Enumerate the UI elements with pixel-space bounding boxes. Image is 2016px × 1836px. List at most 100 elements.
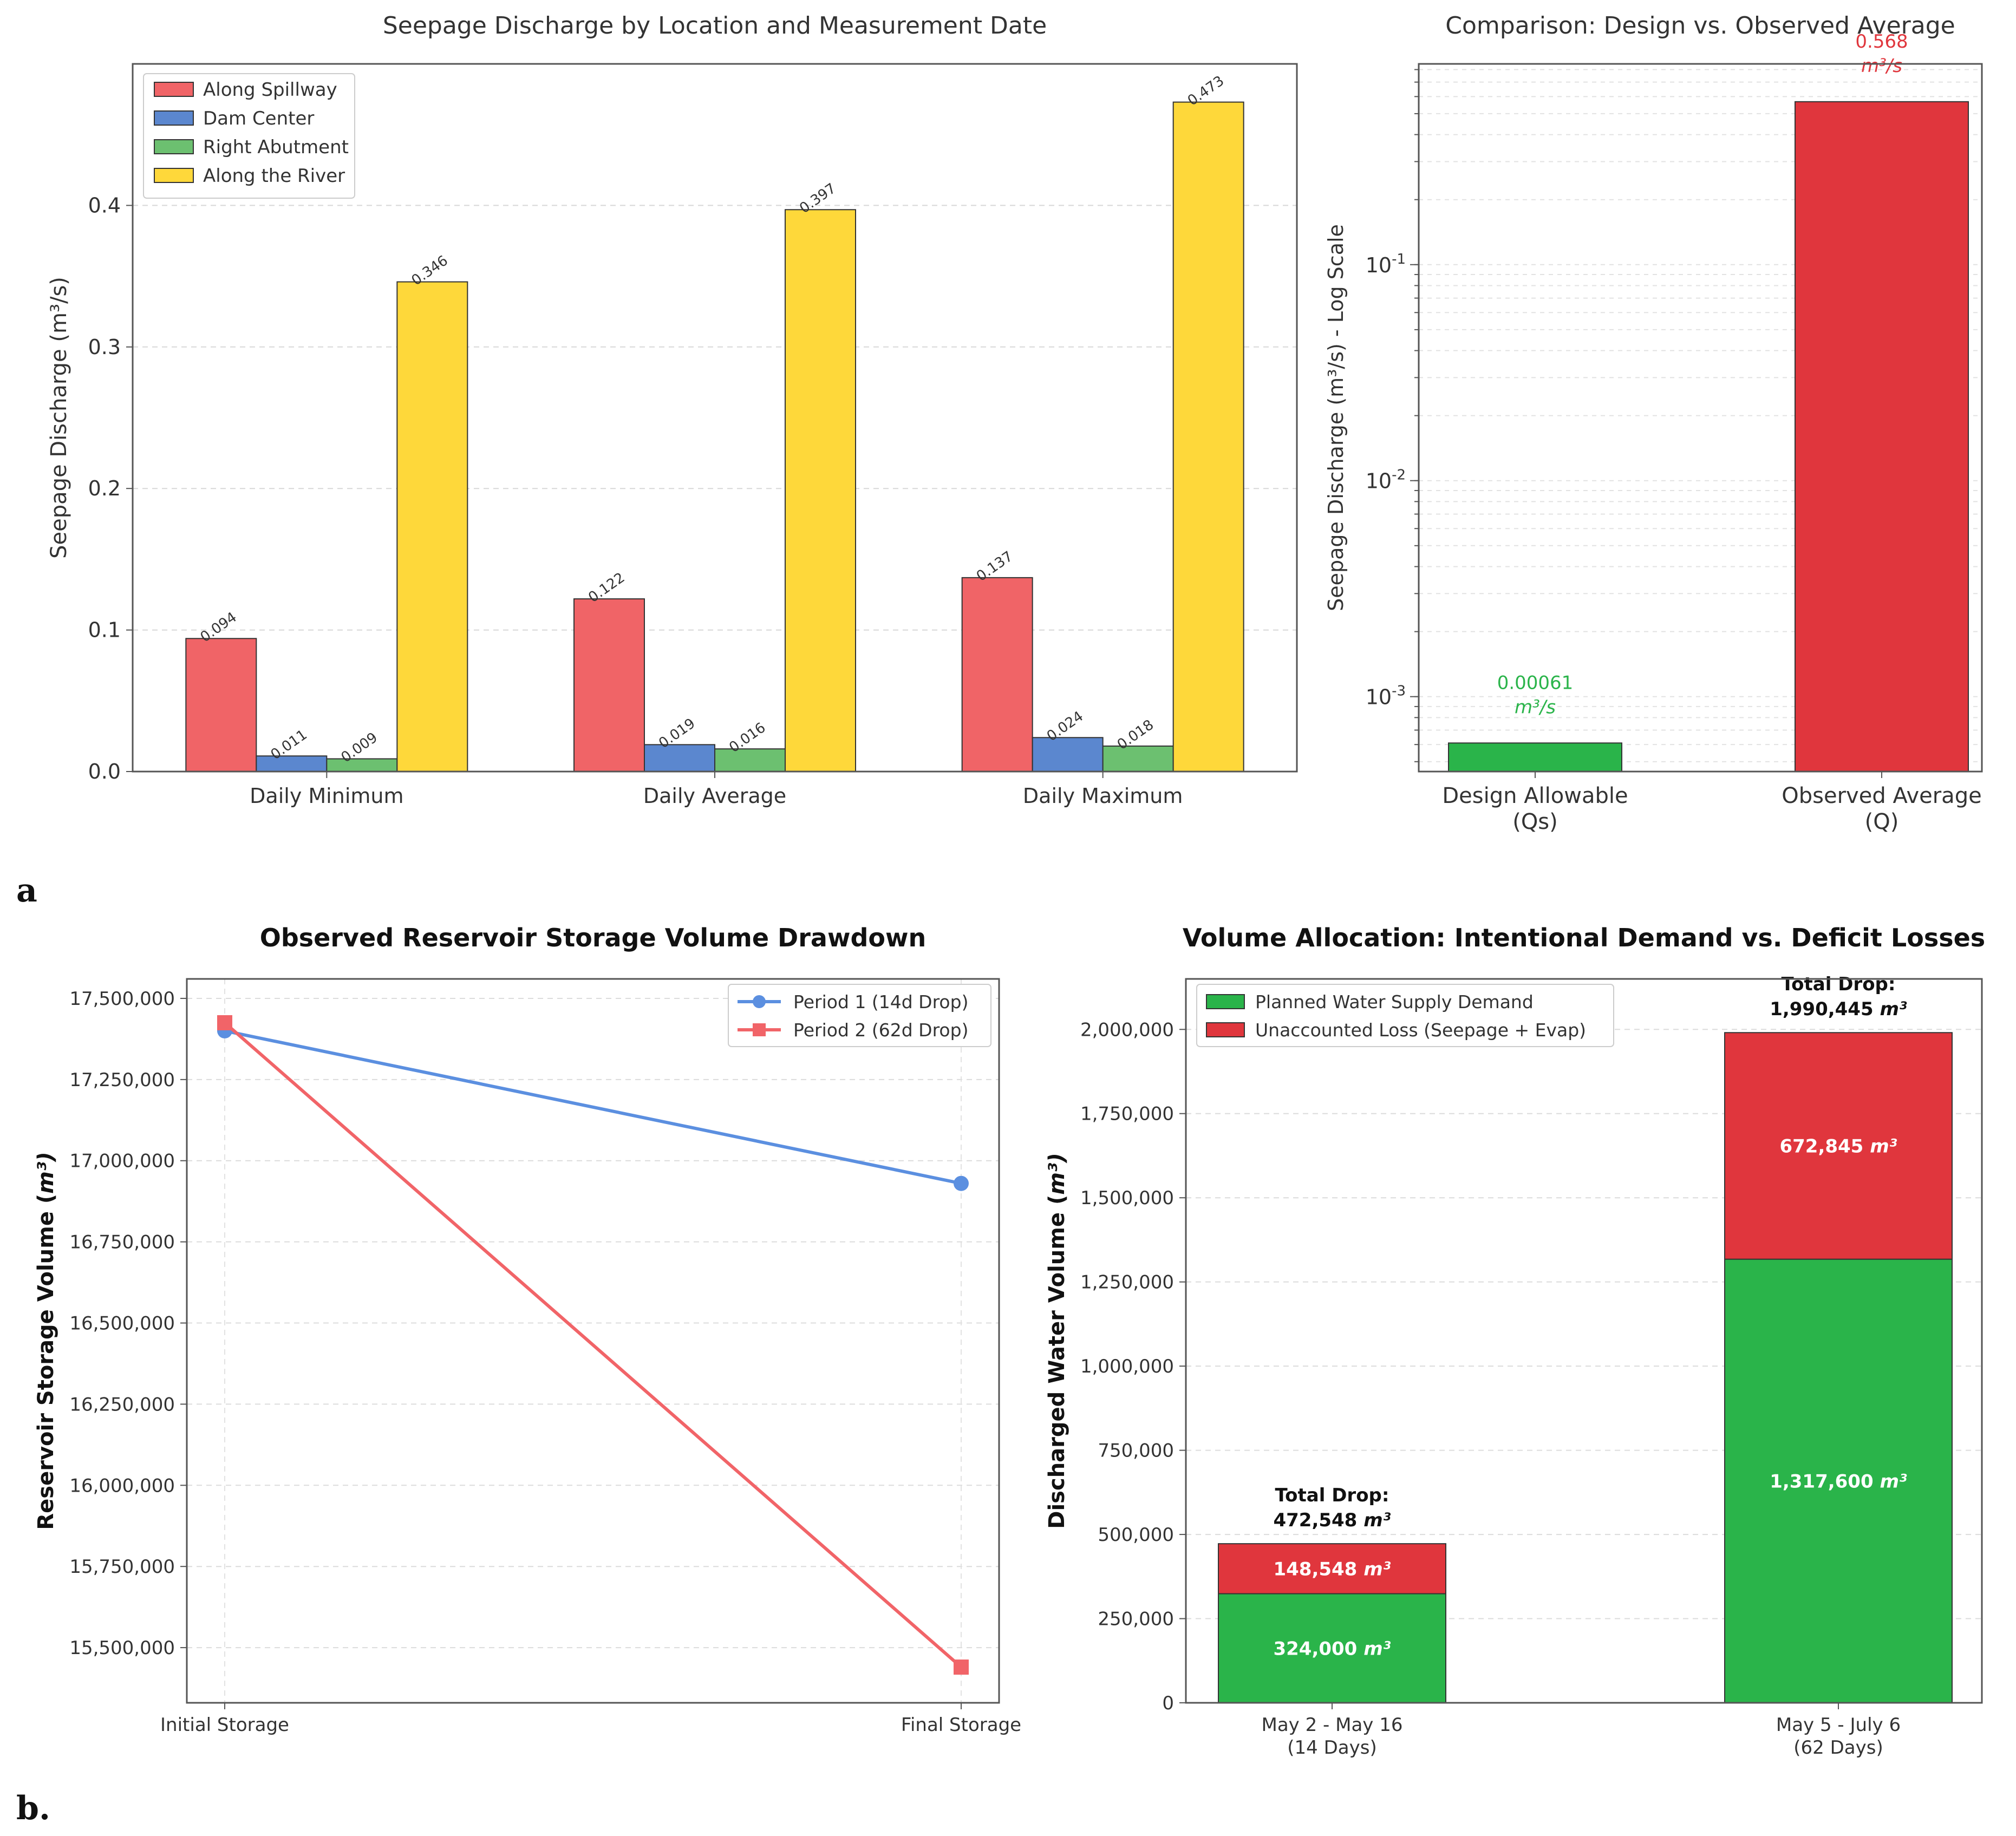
y-tick-label: 17,000,000 xyxy=(69,1151,175,1172)
bar xyxy=(326,758,398,772)
bar-segment xyxy=(1218,1543,1446,1595)
y-tick-label: 15,750,000 xyxy=(69,1556,175,1578)
y-tick-label: 250,000 xyxy=(1098,1609,1174,1630)
legend-marker xyxy=(753,995,766,1008)
bar-value-unit: m³/s xyxy=(1515,696,1556,718)
y-tick-label: 1,250,000 xyxy=(1080,1272,1174,1293)
total-value-label: 1,990,445 m³ xyxy=(1770,998,1907,1020)
x-tick-label: Design Allowable xyxy=(1442,783,1628,808)
segment-value-label: 148,548 m³ xyxy=(1273,1558,1391,1580)
plot-frame xyxy=(132,63,1298,773)
plot-frame xyxy=(1185,978,1983,1704)
bar xyxy=(1448,742,1622,772)
chart-seepage-grouped: Seepage Discharge by Location and Measur… xyxy=(47,12,1298,808)
point-marker xyxy=(954,1659,969,1675)
legend-label: Right Abutment xyxy=(203,136,349,158)
bar xyxy=(1102,745,1174,772)
y-tick-label: 1,000,000 xyxy=(1080,1356,1174,1377)
legend-box xyxy=(1196,984,1614,1047)
chart-design-vs-observed: Comparison: Design vs. Observed Average 1… xyxy=(1324,12,1983,834)
legend-box xyxy=(728,984,991,1047)
x-tick-label: May 2 - May 16 xyxy=(1262,1714,1403,1736)
x-tick-label: Daily Average xyxy=(643,784,786,808)
y-tick-label: 10-1 xyxy=(1366,251,1406,277)
bar-value-label: 0.568 xyxy=(1855,31,1908,53)
point-marker xyxy=(954,1175,969,1191)
legend-label: Planned Water Supply Demand xyxy=(1255,991,1534,1012)
legend: Period 1 (14d Drop) Period 2 (62d Drop) xyxy=(728,984,991,1047)
bar xyxy=(714,748,786,773)
bar-segment xyxy=(1724,1032,1953,1260)
y-tick-label: 1,750,000 xyxy=(1080,1103,1174,1125)
x-tick-label: (62 Days) xyxy=(1793,1737,1883,1759)
legend-label: Unaccounted Loss (Seepage + Evap) xyxy=(1255,1020,1586,1041)
bar xyxy=(785,209,856,773)
total-label: Total Drop: xyxy=(1781,973,1895,995)
chart-title: Observed Reservoir Storage Volume Drawdo… xyxy=(260,923,926,952)
x-tick-label: Daily Minimum xyxy=(250,784,403,808)
plot-frame xyxy=(186,978,1000,1704)
series-line xyxy=(224,1029,962,1185)
bar xyxy=(1032,737,1104,773)
series-line xyxy=(224,1021,962,1669)
y-tick-label: 17,250,000 xyxy=(69,1069,175,1091)
y-tick-label: 500,000 xyxy=(1098,1524,1174,1546)
x-tick-label: (Qs) xyxy=(1512,809,1558,834)
legend-label: Along Spillway xyxy=(203,79,337,101)
bar-segment xyxy=(1218,1593,1446,1703)
legend: Along Spillway Dam Center Right Abutment Al… xyxy=(143,73,355,199)
y-axis-label: Reservoir Storage Volume (m³) xyxy=(34,1152,58,1530)
plot-frame xyxy=(1418,63,1983,773)
bar xyxy=(573,598,645,773)
bar xyxy=(644,744,715,772)
bar xyxy=(1172,101,1244,772)
y-tick-label: 10-2 xyxy=(1366,467,1406,493)
total-label: Total Drop: xyxy=(1275,1485,1389,1506)
bar xyxy=(396,281,468,772)
y-tick-label: 16,250,000 xyxy=(69,1394,175,1415)
legend-swatch xyxy=(154,110,194,126)
y-tick-label: 10-3 xyxy=(1366,683,1406,709)
x-tick-label: (Q) xyxy=(1865,809,1899,834)
total-value-label: 472,548 m³ xyxy=(1273,1510,1391,1531)
y-tick-label: 16,750,000 xyxy=(69,1232,175,1253)
bar xyxy=(256,755,328,772)
y-tick-label: 0.0 xyxy=(88,760,121,783)
bar-value-label: 0.00061 xyxy=(1497,672,1574,694)
legend-swatch xyxy=(154,139,194,154)
segment-value-label: 324,000 m³ xyxy=(1273,1638,1391,1659)
legend-label: Period 2 (62d Drop) xyxy=(793,1020,968,1041)
legend-label: Dam Center xyxy=(203,108,314,129)
y-tick-label: 0.1 xyxy=(88,618,121,642)
y-axis-label: Seepage Discharge (m³/s) xyxy=(47,277,71,559)
y-tick-label: 16,500,000 xyxy=(69,1313,175,1335)
legend-swatch xyxy=(1206,994,1245,1009)
y-tick-label: 750,000 xyxy=(1098,1440,1174,1462)
panel-label-a: a xyxy=(16,872,37,910)
legend-swatch xyxy=(154,82,194,97)
y-tick-label: 0.2 xyxy=(88,476,121,500)
legend: Planned Water Supply Demand Unaccounted L… xyxy=(1196,984,1614,1047)
y-tick-label: 1,500,000 xyxy=(1080,1187,1174,1209)
legend-swatch xyxy=(1206,1022,1245,1037)
chart-title: Comparison: Design vs. Observed Average xyxy=(1445,12,1955,40)
y-tick-label: 16,000,000 xyxy=(69,1475,175,1497)
legend-label: Period 1 (14d Drop) xyxy=(793,991,968,1012)
legend-marker xyxy=(753,1023,766,1036)
y-tick-label: 0.4 xyxy=(88,193,121,217)
x-tick-label: (14 Days) xyxy=(1287,1737,1376,1759)
legend-label: Along the River xyxy=(203,165,345,187)
chart-storage-drawdown: Observed Reservoir Storage Volume Drawdo… xyxy=(34,923,1021,1736)
x-tick-label: Initial Storage xyxy=(160,1714,289,1736)
chart-volume-allocation: Volume Allocation: Intentional Demand vs… xyxy=(1045,923,1985,1759)
bar xyxy=(961,577,1033,772)
segment-value-label: 1,317,600 m³ xyxy=(1770,1471,1907,1492)
y-tick-label: 2,000,000 xyxy=(1080,1019,1174,1041)
bar xyxy=(185,638,257,773)
y-axis-label: Discharged Water Volume (m³) xyxy=(1045,1153,1069,1528)
panel-label-b: b. xyxy=(16,1789,50,1827)
y-axis-label: Seepage Discharge (m³/s) - Log Scale xyxy=(1324,224,1348,611)
x-tick-label: Daily Maximum xyxy=(1023,784,1183,808)
x-tick-label: Observed Average xyxy=(1782,783,1981,808)
